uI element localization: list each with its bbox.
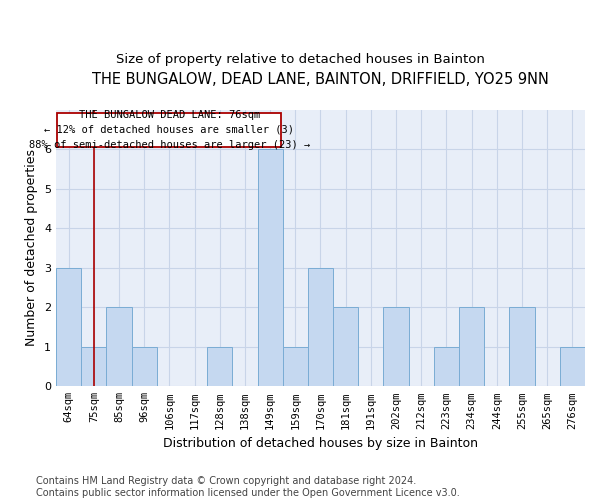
Bar (131, 347, 157, 387)
Y-axis label: Number of detached properties: Number of detached properties (25, 150, 38, 346)
Bar (434, 347, 459, 387)
Bar (81, 347, 106, 387)
Bar (509, 307, 535, 386)
Bar (106, 307, 131, 386)
Bar (560, 347, 585, 387)
Bar (459, 307, 484, 386)
X-axis label: Distribution of detached houses by size in Bainton: Distribution of detached houses by size … (163, 437, 478, 450)
Text: Size of property relative to detached houses in Bainton: Size of property relative to detached ho… (116, 52, 484, 66)
Title: THE BUNGALOW, DEAD LANE, BAINTON, DRIFFIELD, YO25 9NN: THE BUNGALOW, DEAD LANE, BAINTON, DRIFFI… (92, 72, 549, 88)
Bar (308, 268, 333, 386)
Bar (383, 307, 409, 386)
Text: THE BUNGALOW DEAD LANE: 76sqm
← 12% of detached houses are smaller (3)
88% of se: THE BUNGALOW DEAD LANE: 76sqm ← 12% of d… (29, 110, 310, 150)
Bar (257, 149, 283, 386)
Text: Contains HM Land Registry data © Crown copyright and database right 2024.
Contai: Contains HM Land Registry data © Crown c… (36, 476, 460, 498)
Bar (207, 347, 232, 387)
Bar (333, 307, 358, 386)
Bar (57, 112, 281, 147)
Bar (56, 268, 81, 386)
Bar (283, 347, 308, 387)
